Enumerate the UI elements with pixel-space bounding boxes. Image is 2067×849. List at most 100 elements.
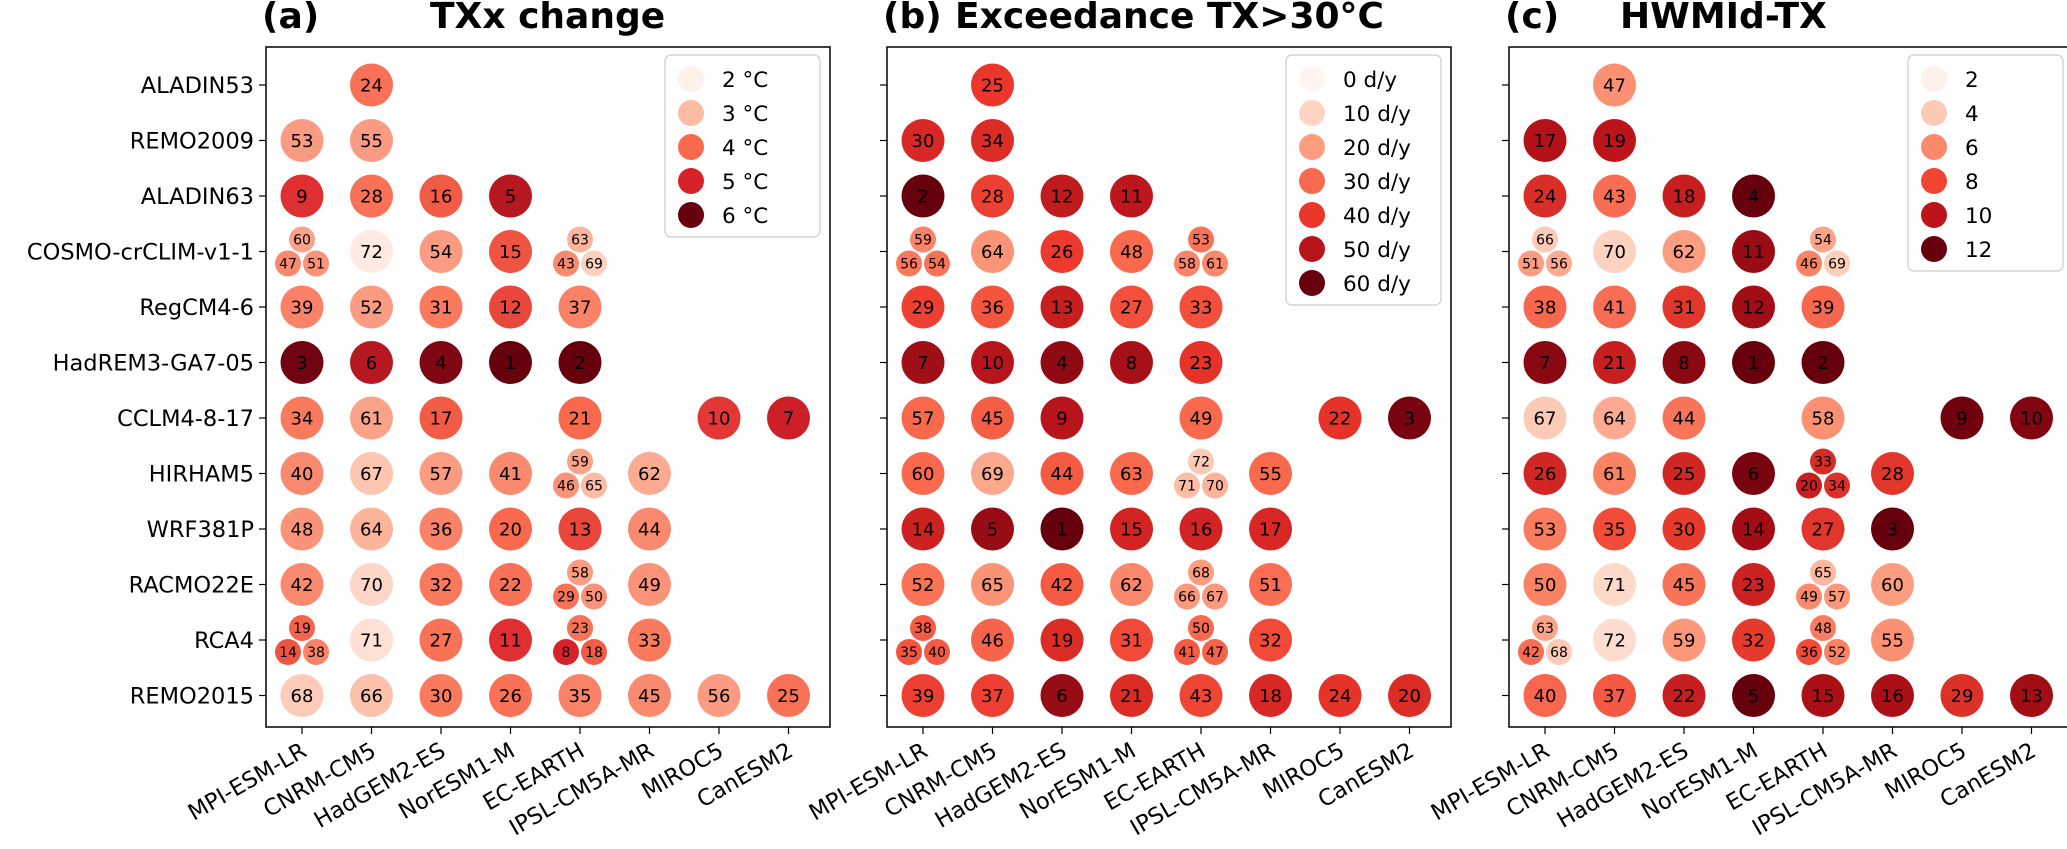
data-point [1040,396,1084,440]
data-point [901,452,945,495]
data-point [1593,119,1636,162]
data-label: 68 [1192,566,1210,582]
data-label: 33 [638,630,661,651]
data-point [1249,452,1292,495]
data-label: 71 [1178,479,1196,495]
data-label: 28 [1881,464,1904,485]
data-label: 48 [1814,621,1832,637]
data-point [1179,285,1223,329]
data-label: 37 [981,686,1004,707]
data-label: 34 [291,408,314,429]
data-label: 14 [1742,519,1765,540]
data-label: 51 [1522,257,1540,273]
data-label: 52 [360,297,383,318]
data-label: 27 [1120,297,1143,318]
data-label: 66 [1536,233,1554,249]
data-point [971,341,1014,384]
data-point [1732,674,1775,717]
data-point [419,674,463,717]
data-point [901,396,945,440]
legend-marker [678,202,704,228]
data-point [1202,472,1228,499]
data-label: 55 [360,131,383,152]
data-label: 8 [1126,353,1137,374]
data-label: 39 [1812,297,1835,318]
data-point [280,396,324,440]
row-label-aladin63: ALADIN63 [141,184,254,210]
legend-marker [1299,134,1325,160]
data-point [1593,230,1636,273]
data-point [567,448,593,475]
data-label: 48 [291,519,314,540]
data-label: 41 [499,464,522,485]
panel-b: (b) Exceedance TX>30°CMPI-ESM-LRCNRM-CM5H… [805,0,1452,841]
row-label-remo2009: REMO2009 [130,129,254,155]
data-point [1110,618,1153,662]
data-point [280,119,324,162]
data-point [1801,396,1845,440]
data-point [1662,674,1706,717]
data-label: 5 [987,519,998,540]
data-label: 18 [585,645,603,661]
data-point [1940,396,1984,440]
data-point [489,452,532,495]
data-point [1824,639,1850,665]
data-point [419,285,463,329]
legend-marker [1921,100,1947,126]
data-label: 46 [981,630,1004,651]
data-point [1318,396,1362,440]
data-label: 22 [499,575,522,596]
data-point [1518,639,1544,665]
data-label: 52 [912,575,935,596]
data-point [1249,618,1292,662]
legend-label: 6 °C [722,204,768,229]
data-label: 44 [1051,464,1074,485]
legend-label: 50 d/y [1343,238,1411,263]
legend-label: 60 d/y [1343,272,1411,297]
data-label: 70 [1603,242,1626,263]
data-label: 71 [1603,575,1626,596]
legend-marker [1921,134,1947,160]
data-point [901,674,945,717]
data-label: 58 [1812,408,1835,429]
data-point [1518,250,1544,277]
legend-marker [1299,236,1325,262]
data-label: 21 [1120,686,1143,707]
data-point [901,119,945,162]
data-point [1179,341,1223,384]
data-point [419,396,463,440]
data-point [1593,285,1636,329]
panel-title: HWMId-TX [1620,0,1827,37]
data-label: 45 [981,408,1004,429]
data-label: 3 [1404,408,1415,429]
data-point [275,639,301,665]
row-label-rca4: RCA4 [194,628,254,654]
data-label: 32 [1259,630,1282,651]
data-label: 49 [1800,590,1818,606]
legend-label: 0 d/y [1343,68,1397,93]
data-label: 11 [499,630,522,651]
data-point [581,639,607,665]
data-point [1796,639,1822,665]
data-label: 49 [1190,408,1213,429]
data-label: 6 [1748,464,1759,485]
data-point [1110,674,1153,717]
data-point [1388,674,1431,717]
data-point [489,674,532,717]
data-label: 55 [1259,464,1282,485]
data-label: 42 [1522,645,1540,661]
data-point [280,674,324,717]
data-label: 6 [366,353,377,374]
legend-label: 10 d/y [1343,102,1411,127]
data-label: 53 [1192,233,1210,249]
data-point [971,452,1014,495]
data-label: 47 [279,257,297,273]
data-point [350,341,393,384]
data-label: 21 [569,408,592,429]
data-label: 8 [562,645,571,661]
data-label: 42 [1051,575,1074,596]
data-point [1523,507,1567,551]
legend-marker [1921,168,1947,194]
data-label: 38 [1534,297,1557,318]
panel-label: (b) [883,0,942,37]
